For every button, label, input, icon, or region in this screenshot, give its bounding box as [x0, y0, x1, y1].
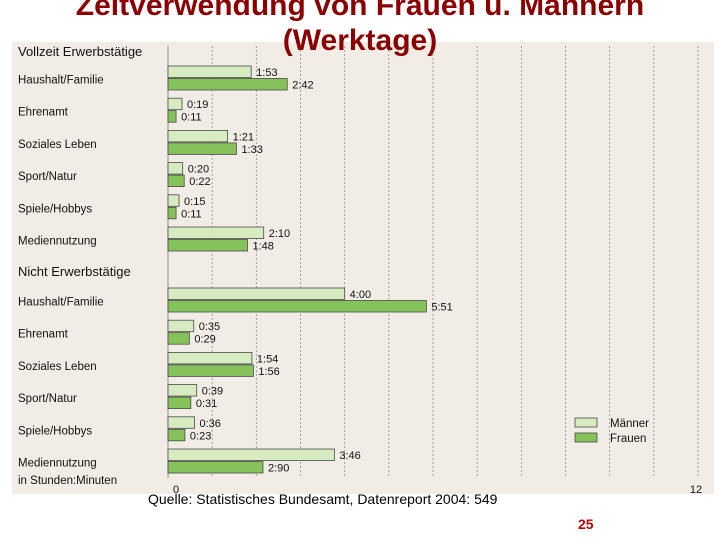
bar-maenner: [167, 384, 198, 397]
bar-maenner: [167, 287, 346, 300]
data-label: 1:48: [253, 241, 274, 253]
category-label: Ehrenamt: [18, 329, 69, 341]
bar-frauen: [167, 396, 192, 410]
category-label: Haushalt/Familie: [18, 75, 104, 87]
bar-maenner: [167, 226, 265, 239]
data-label: 0:11: [181, 208, 202, 220]
bar-maenner: [167, 194, 180, 207]
x-tick-label: 0: [173, 484, 179, 494]
bar-frauen: [167, 300, 427, 313]
bar-frauen: [167, 364, 254, 377]
data-label: 5:51: [431, 302, 452, 314]
time-use-bar-chart: Vollzeit Erwerbstätige Haushalt/Familie 1:…: [18, 44, 702, 494]
bar-maenner: [167, 130, 229, 143]
slide-title: Zeitverwendung von Frauen u. Männern (We…: [0, 0, 720, 58]
bar-frauen: [167, 174, 185, 188]
data-label: 3:46: [339, 450, 360, 462]
bar-frauen: [167, 78, 288, 91]
data-label: 0:29: [194, 334, 215, 346]
bar-frauen: [167, 206, 177, 220]
data-label: 0:23: [190, 430, 211, 442]
bar-frauen: [167, 142, 237, 155]
data-label: 0:15: [184, 196, 205, 208]
data-label: 0:20: [188, 164, 209, 176]
bar-maenner: [167, 351, 253, 365]
bar-maenner: [167, 319, 195, 333]
category-label: Sport/Natur: [18, 171, 77, 183]
bar-maenner: [167, 97, 183, 111]
data-label: 0:39: [202, 386, 223, 398]
bar-frauen: [167, 332, 190, 345]
bar-frauen: [167, 239, 248, 252]
data-label: 2:42: [292, 80, 313, 92]
page-number: 25: [578, 516, 594, 532]
bar-maenner: [167, 65, 252, 78]
legend-label-frauen: Frauen: [610, 433, 646, 445]
category-label: Spiele/Hobbys: [18, 203, 92, 215]
data-label: 1:56: [258, 366, 279, 378]
category-label: Spiele/Hobbys: [18, 425, 92, 437]
bar-maenner: [167, 162, 184, 175]
slide-title-line1: Zeitverwendung von Frauen u. Männern: [75, 0, 645, 22]
legend-swatch-maenner: [574, 417, 598, 428]
data-label: 0:19: [187, 99, 208, 111]
bar-frauen: [167, 428, 186, 442]
group-title: Nicht Erwerbstätige: [18, 264, 131, 279]
data-label: 0:35: [199, 321, 220, 333]
data-label: 0:22: [189, 176, 210, 188]
category-label: Mediennutzung: [18, 458, 97, 470]
slide-title-line2: (Werktage): [282, 24, 438, 57]
legend-swatch-frauen: [574, 432, 598, 443]
data-label: 0:31: [196, 398, 217, 410]
data-label: 1:54: [257, 353, 278, 365]
category-label: Soziales Leben: [18, 139, 97, 151]
data-label: 4:00: [350, 289, 371, 301]
data-label: 0:11: [181, 112, 202, 124]
x-tick-label: 12: [690, 484, 702, 494]
source-note: Quelle: Statistisches Bundesamt, Datenre…: [148, 491, 498, 507]
legend-label-maenner: Männer: [610, 418, 649, 430]
data-label: 1:33: [241, 144, 262, 156]
bar-maenner: [167, 448, 335, 461]
bar-maenner: [167, 416, 195, 429]
group-title: Vollzeit Erwerbstätige: [18, 44, 142, 59]
x-axis-label: in Stunden:Minuten: [18, 475, 117, 487]
category-label: Sport/Natur: [18, 393, 77, 405]
data-label: 2:90: [268, 463, 289, 475]
bar-frauen: [167, 110, 177, 123]
chart-panel: Vollzeit Erwerbstätige Haushalt/Familie 1:…: [12, 42, 714, 494]
data-label: 2:10: [269, 228, 290, 240]
data-label: 1:21: [233, 131, 254, 143]
bar-frauen: [167, 461, 264, 474]
data-label: 1:53: [256, 67, 277, 79]
category-label: Ehrenamt: [18, 107, 69, 119]
category-label: Soziales Leben: [18, 361, 97, 373]
data-label: 0:36: [200, 418, 221, 430]
category-label: Mediennutzung: [18, 236, 97, 248]
category-label: Haushalt/Familie: [18, 297, 104, 309]
